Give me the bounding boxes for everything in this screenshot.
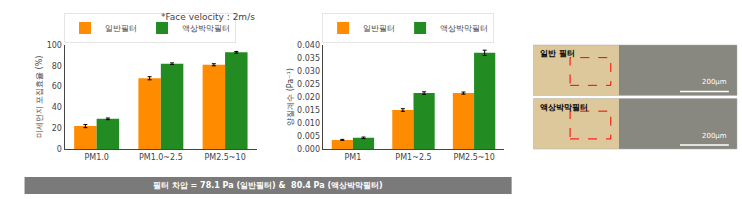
svg-text:PM1: PM1 [344,153,361,162]
svg-text:0.030: 0.030 [297,67,320,76]
svg-text:0.005: 0.005 [297,132,320,141]
svg-text:80: 80 [52,62,62,71]
svg-text:*Face velocity : 2m/s: *Face velocity : 2m/s [161,12,255,22]
svg-text:양질계수 (Pa⁻¹): 양질계수 (Pa⁻¹) [286,68,295,126]
svg-text:미세먼지 포집효율 (%): 미세먼지 포집효율 (%) [35,56,44,139]
svg-text:PM1.0: PM1.0 [84,153,108,162]
svg-text:PM2.5~10: PM2.5~10 [204,153,245,162]
svg-text:0.020: 0.020 [297,93,320,102]
svg-text:0.040: 0.040 [297,41,320,50]
svg-text:0.035: 0.035 [297,54,320,63]
svg-text:20: 20 [52,124,62,133]
svg-text:0.010: 0.010 [297,119,320,128]
svg-text:60: 60 [52,82,62,91]
svg-text:PM1~2.5: PM1~2.5 [395,153,431,162]
svg-text:200μm: 200μm [702,132,727,140]
svg-text:일반 필터: 일반 필터 [540,49,575,58]
svg-text:필터 차압 = 78.1 Pa (일반필터) & 80.4: 필터 차압 = 78.1 Pa (일반필터) & 80.4 Pa (액상박막필터… [153,181,383,190]
svg-text:0.025: 0.025 [297,80,320,89]
svg-text:40: 40 [52,103,62,112]
svg-text:액상박막필터: 액상박막필터 [540,103,588,112]
svg-text:0: 0 [57,145,62,154]
svg-text:100: 100 [47,41,62,50]
svg-text:200μm: 200μm [702,78,727,86]
svg-text:일반필터: 일반필터 [105,24,137,33]
svg-text:액상박막필터: 액상박막필터 [440,24,488,33]
svg-text:0.000: 0.000 [297,145,320,154]
svg-text:PM2.5~10: PM2.5~10 [453,153,494,162]
svg-text:액상박막필터: 액상박막필터 [182,24,230,33]
svg-text:0.015: 0.015 [297,106,320,115]
svg-text:일반필터: 일반필터 [363,24,395,33]
svg-text:PM1.0~2.5: PM1.0~2.5 [139,153,183,162]
